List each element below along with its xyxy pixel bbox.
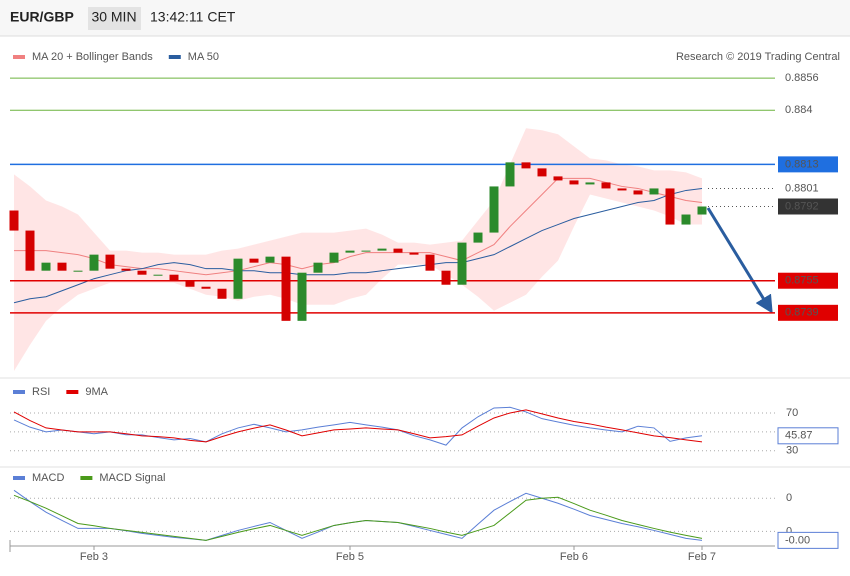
interval-box[interactable] [88, 7, 141, 30]
level-label: 0.884 [785, 104, 813, 116]
value-label: 0.8755 [785, 275, 819, 287]
value-box [777, 427, 839, 445]
legend-label: MACD [32, 472, 64, 484]
header-bar [0, 0, 850, 36]
candle [281, 256, 291, 321]
y-tick-label: 70 [786, 407, 798, 419]
candle [89, 254, 99, 271]
value-label: 0.8813 [785, 158, 819, 170]
candle [185, 280, 195, 287]
ma50-last-label: 0.8801 [785, 182, 819, 194]
candle [697, 206, 707, 215]
candle [585, 182, 595, 185]
candle [665, 188, 675, 225]
legend-swatch [13, 55, 25, 59]
candle [617, 188, 627, 191]
candle [25, 230, 35, 271]
candle [249, 258, 259, 263]
candle [313, 262, 323, 273]
candle [265, 256, 275, 263]
candle [393, 248, 403, 253]
value-box [778, 198, 838, 215]
candle [377, 248, 387, 251]
candle [569, 180, 579, 185]
y-tick-label: 30 [786, 445, 798, 457]
forecast-arrow [706, 207, 773, 314]
candle [489, 186, 499, 233]
value-label: 45.87 [785, 430, 813, 442]
credit: Research © 2019 Trading Central [676, 51, 840, 63]
candle [121, 268, 131, 271]
value-label: 0.8792 [785, 200, 819, 212]
candle [649, 188, 659, 195]
candle [425, 254, 435, 271]
x-tick-label: Feb 3 [80, 551, 108, 563]
candle [361, 250, 371, 252]
indicator-line [13, 409, 703, 443]
indicator-line [13, 494, 703, 541]
legend-swatch [168, 55, 181, 59]
candle [9, 210, 19, 231]
candle [57, 262, 67, 271]
candle [137, 270, 147, 275]
candle [329, 252, 339, 263]
legend-label: MACD Signal [99, 472, 165, 484]
candle [681, 214, 691, 225]
candle [105, 254, 115, 269]
candle [153, 274, 163, 276]
ma20-line [14, 177, 703, 276]
candle [41, 262, 51, 271]
legend-swatch [80, 476, 93, 480]
y-tick-label: 0 [786, 525, 792, 537]
candle [457, 242, 467, 285]
y-tick-label: 0 [786, 492, 792, 504]
value-box [778, 156, 838, 173]
level-label: 0.8856 [785, 72, 819, 84]
x-tick-label: Feb 5 [336, 551, 364, 563]
legend-swatch [13, 390, 25, 394]
interval[interactable]: 30 MIN [91, 9, 136, 25]
candle [473, 232, 483, 243]
time: 13:42:11 CET [150, 9, 236, 25]
legend-label: 9MA [85, 386, 108, 398]
candle [633, 190, 643, 195]
candle [601, 182, 611, 189]
legend-label: MA 20 + Bollinger Bands [32, 51, 153, 63]
legend-label: MA 50 [188, 51, 219, 63]
legend-swatch [13, 476, 25, 480]
legend-swatch [66, 390, 79, 394]
candle [297, 272, 307, 321]
value-label: 0.8739 [785, 307, 819, 319]
candle [505, 162, 515, 187]
candle [409, 252, 419, 255]
candle [441, 270, 451, 285]
candle [537, 168, 547, 177]
value-box [778, 304, 838, 321]
candle [73, 270, 83, 272]
legend-label: RSI [32, 386, 50, 398]
candle [169, 274, 179, 281]
indicator-line [13, 406, 703, 446]
value-box [777, 531, 839, 549]
candle [521, 162, 531, 169]
candle [217, 288, 227, 299]
bollinger-band [14, 128, 702, 371]
candle [233, 258, 243, 299]
x-tick-label: Feb 7 [688, 551, 716, 563]
value-label: -0.00 [785, 534, 810, 546]
candle [345, 250, 355, 253]
x-tick-label: Feb 6 [560, 551, 588, 563]
candle [201, 286, 211, 289]
candle [553, 176, 563, 181]
value-box [778, 272, 838, 289]
symbol: EUR/GBP [10, 9, 74, 25]
